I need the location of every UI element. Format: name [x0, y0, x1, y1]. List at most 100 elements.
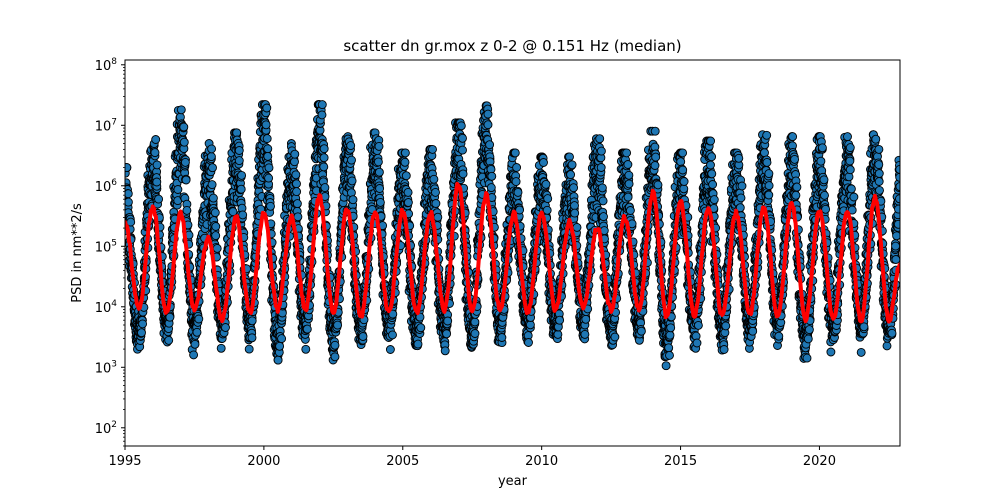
- data-point: [152, 160, 162, 170]
- data-point: [572, 222, 582, 232]
- data-point: [244, 344, 254, 354]
- data-point: [317, 110, 327, 120]
- data-point: [511, 177, 521, 187]
- data-point: [442, 329, 452, 339]
- data-point: [293, 212, 303, 222]
- data-point: [234, 156, 244, 166]
- data-point: [189, 350, 199, 360]
- data-point: [266, 201, 275, 211]
- data-point: [319, 162, 329, 172]
- data-point: [208, 163, 217, 173]
- data-point: [665, 330, 675, 340]
- data-point: [541, 179, 551, 189]
- data-point: [653, 180, 663, 190]
- data-point: [228, 207, 238, 217]
- data-point: [374, 167, 384, 177]
- data-point: [400, 148, 410, 158]
- data-point: [570, 208, 580, 218]
- data-point: [179, 122, 189, 132]
- data-point: [706, 160, 715, 170]
- data-point: [347, 155, 356, 165]
- data-point: [194, 314, 204, 324]
- data-point: [211, 222, 221, 231]
- data-point: [566, 170, 576, 180]
- data-point: [275, 341, 285, 351]
- data-point: [707, 169, 717, 179]
- data-point: [264, 163, 274, 173]
- data-point: [458, 133, 467, 143]
- data-point: [263, 144, 273, 154]
- data-point: [596, 146, 606, 156]
- data-point: [262, 134, 272, 144]
- data-point: [125, 197, 133, 207]
- data-point: [261, 120, 271, 130]
- data-point: [346, 141, 356, 151]
- data-point: [416, 323, 426, 333]
- data-point: [319, 144, 329, 154]
- data-point: [125, 163, 132, 173]
- data-point: [596, 163, 606, 172]
- data-point: [348, 195, 358, 205]
- data-point: [636, 326, 646, 336]
- data-point: [403, 187, 413, 197]
- data-point: [512, 163, 522, 172]
- data-point: [347, 176, 357, 186]
- data-point: [150, 148, 160, 158]
- data-point: [180, 157, 190, 167]
- data-point: [624, 170, 634, 180]
- data-point: [317, 100, 327, 110]
- data-point: [458, 145, 467, 155]
- data-point: [375, 197, 385, 207]
- data-point: [597, 183, 607, 193]
- data-point: [664, 343, 674, 353]
- data-point: [623, 192, 633, 202]
- data-point: [125, 189, 133, 199]
- data-point: [443, 316, 453, 326]
- data-point: [678, 148, 688, 158]
- data-point: [539, 158, 548, 167]
- data-point: [374, 141, 384, 151]
- data-point: [555, 315, 565, 325]
- data-point: [319, 153, 329, 163]
- data-point: [401, 171, 411, 181]
- data-point: [553, 329, 563, 339]
- data-point: [567, 160, 577, 170]
- data-point: [525, 320, 535, 330]
- data-point: [580, 329, 590, 339]
- data-point: [277, 334, 287, 344]
- data-point: [623, 160, 633, 169]
- data-point: [487, 171, 497, 181]
- data-point: [237, 170, 247, 180]
- data-point: [154, 194, 164, 204]
- data-point: [486, 183, 496, 193]
- data-point: [513, 187, 523, 197]
- data-point: [599, 212, 608, 222]
- data-point: [330, 352, 340, 362]
- data-point: [403, 198, 413, 207]
- data-point: [570, 201, 579, 211]
- data-point: [569, 183, 579, 193]
- data-point: [413, 339, 423, 349]
- data-point: [190, 339, 200, 349]
- data-point: [238, 210, 248, 220]
- data-point: [292, 187, 302, 197]
- data-point: [292, 199, 302, 209]
- data-point: [497, 333, 507, 342]
- data-point: [734, 153, 744, 163]
- data-point: [138, 319, 148, 329]
- data-point: [666, 323, 676, 333]
- data-point: [206, 152, 216, 162]
- data-point: [137, 328, 146, 338]
- data-point: [247, 316, 257, 326]
- data-point: [719, 345, 729, 354]
- data-point: [665, 350, 674, 360]
- data-point: [622, 148, 632, 158]
- data-point: [179, 137, 189, 147]
- data-point: [330, 340, 340, 350]
- data-point: [625, 206, 635, 215]
- chart-title: scatter dn gr.mox z 0-2 @ 0.151 Hz (medi…: [343, 37, 681, 55]
- data-point: [708, 180, 718, 189]
- data-point: [595, 134, 605, 144]
- data-point: [679, 177, 689, 186]
